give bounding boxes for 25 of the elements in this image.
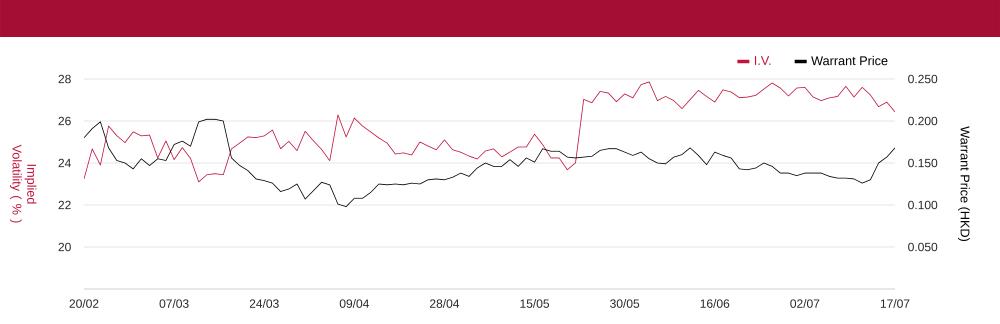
y2-tick-label: 0.100 <box>908 200 938 210</box>
y-tick-label: 20 <box>58 242 71 252</box>
y-tick-label: 22 <box>58 200 71 210</box>
line-series <box>84 82 895 182</box>
x-tick-label: 20/02 <box>70 299 98 308</box>
x-tick-label: 07/03 <box>160 299 189 308</box>
legend-label: Warrant Price <box>811 56 888 66</box>
y2-tick-label: 0.250 <box>908 74 938 84</box>
legend-label: I.V. <box>754 56 770 65</box>
y-axis-title: Implied Volatility ( % ) <box>10 144 36 223</box>
x-tick-label: 02/07 <box>790 299 820 308</box>
y-tick-label: 24 <box>58 158 71 168</box>
x-tick-label: 09/04 <box>340 299 369 308</box>
x-tick-label: 16/06 <box>700 299 730 308</box>
y-tick-label: 28 <box>58 74 71 84</box>
y2-tick-label: 0.200 <box>908 116 938 126</box>
x-tick-label: 15/05 <box>520 299 550 308</box>
y2-tick-label: 0.150 <box>908 158 938 168</box>
x-tick-label: 28/04 <box>430 299 460 308</box>
x-tick-label: 17/07 <box>880 299 910 308</box>
y-tick-label: 26 <box>58 116 71 126</box>
y2-tick-label: 0.050 <box>908 242 938 252</box>
x-tick-label: 24/03 <box>250 299 279 308</box>
x-tick-label: 30/05 <box>610 299 640 308</box>
y2-axis-title: Warrant Price (HKD) <box>958 126 970 242</box>
